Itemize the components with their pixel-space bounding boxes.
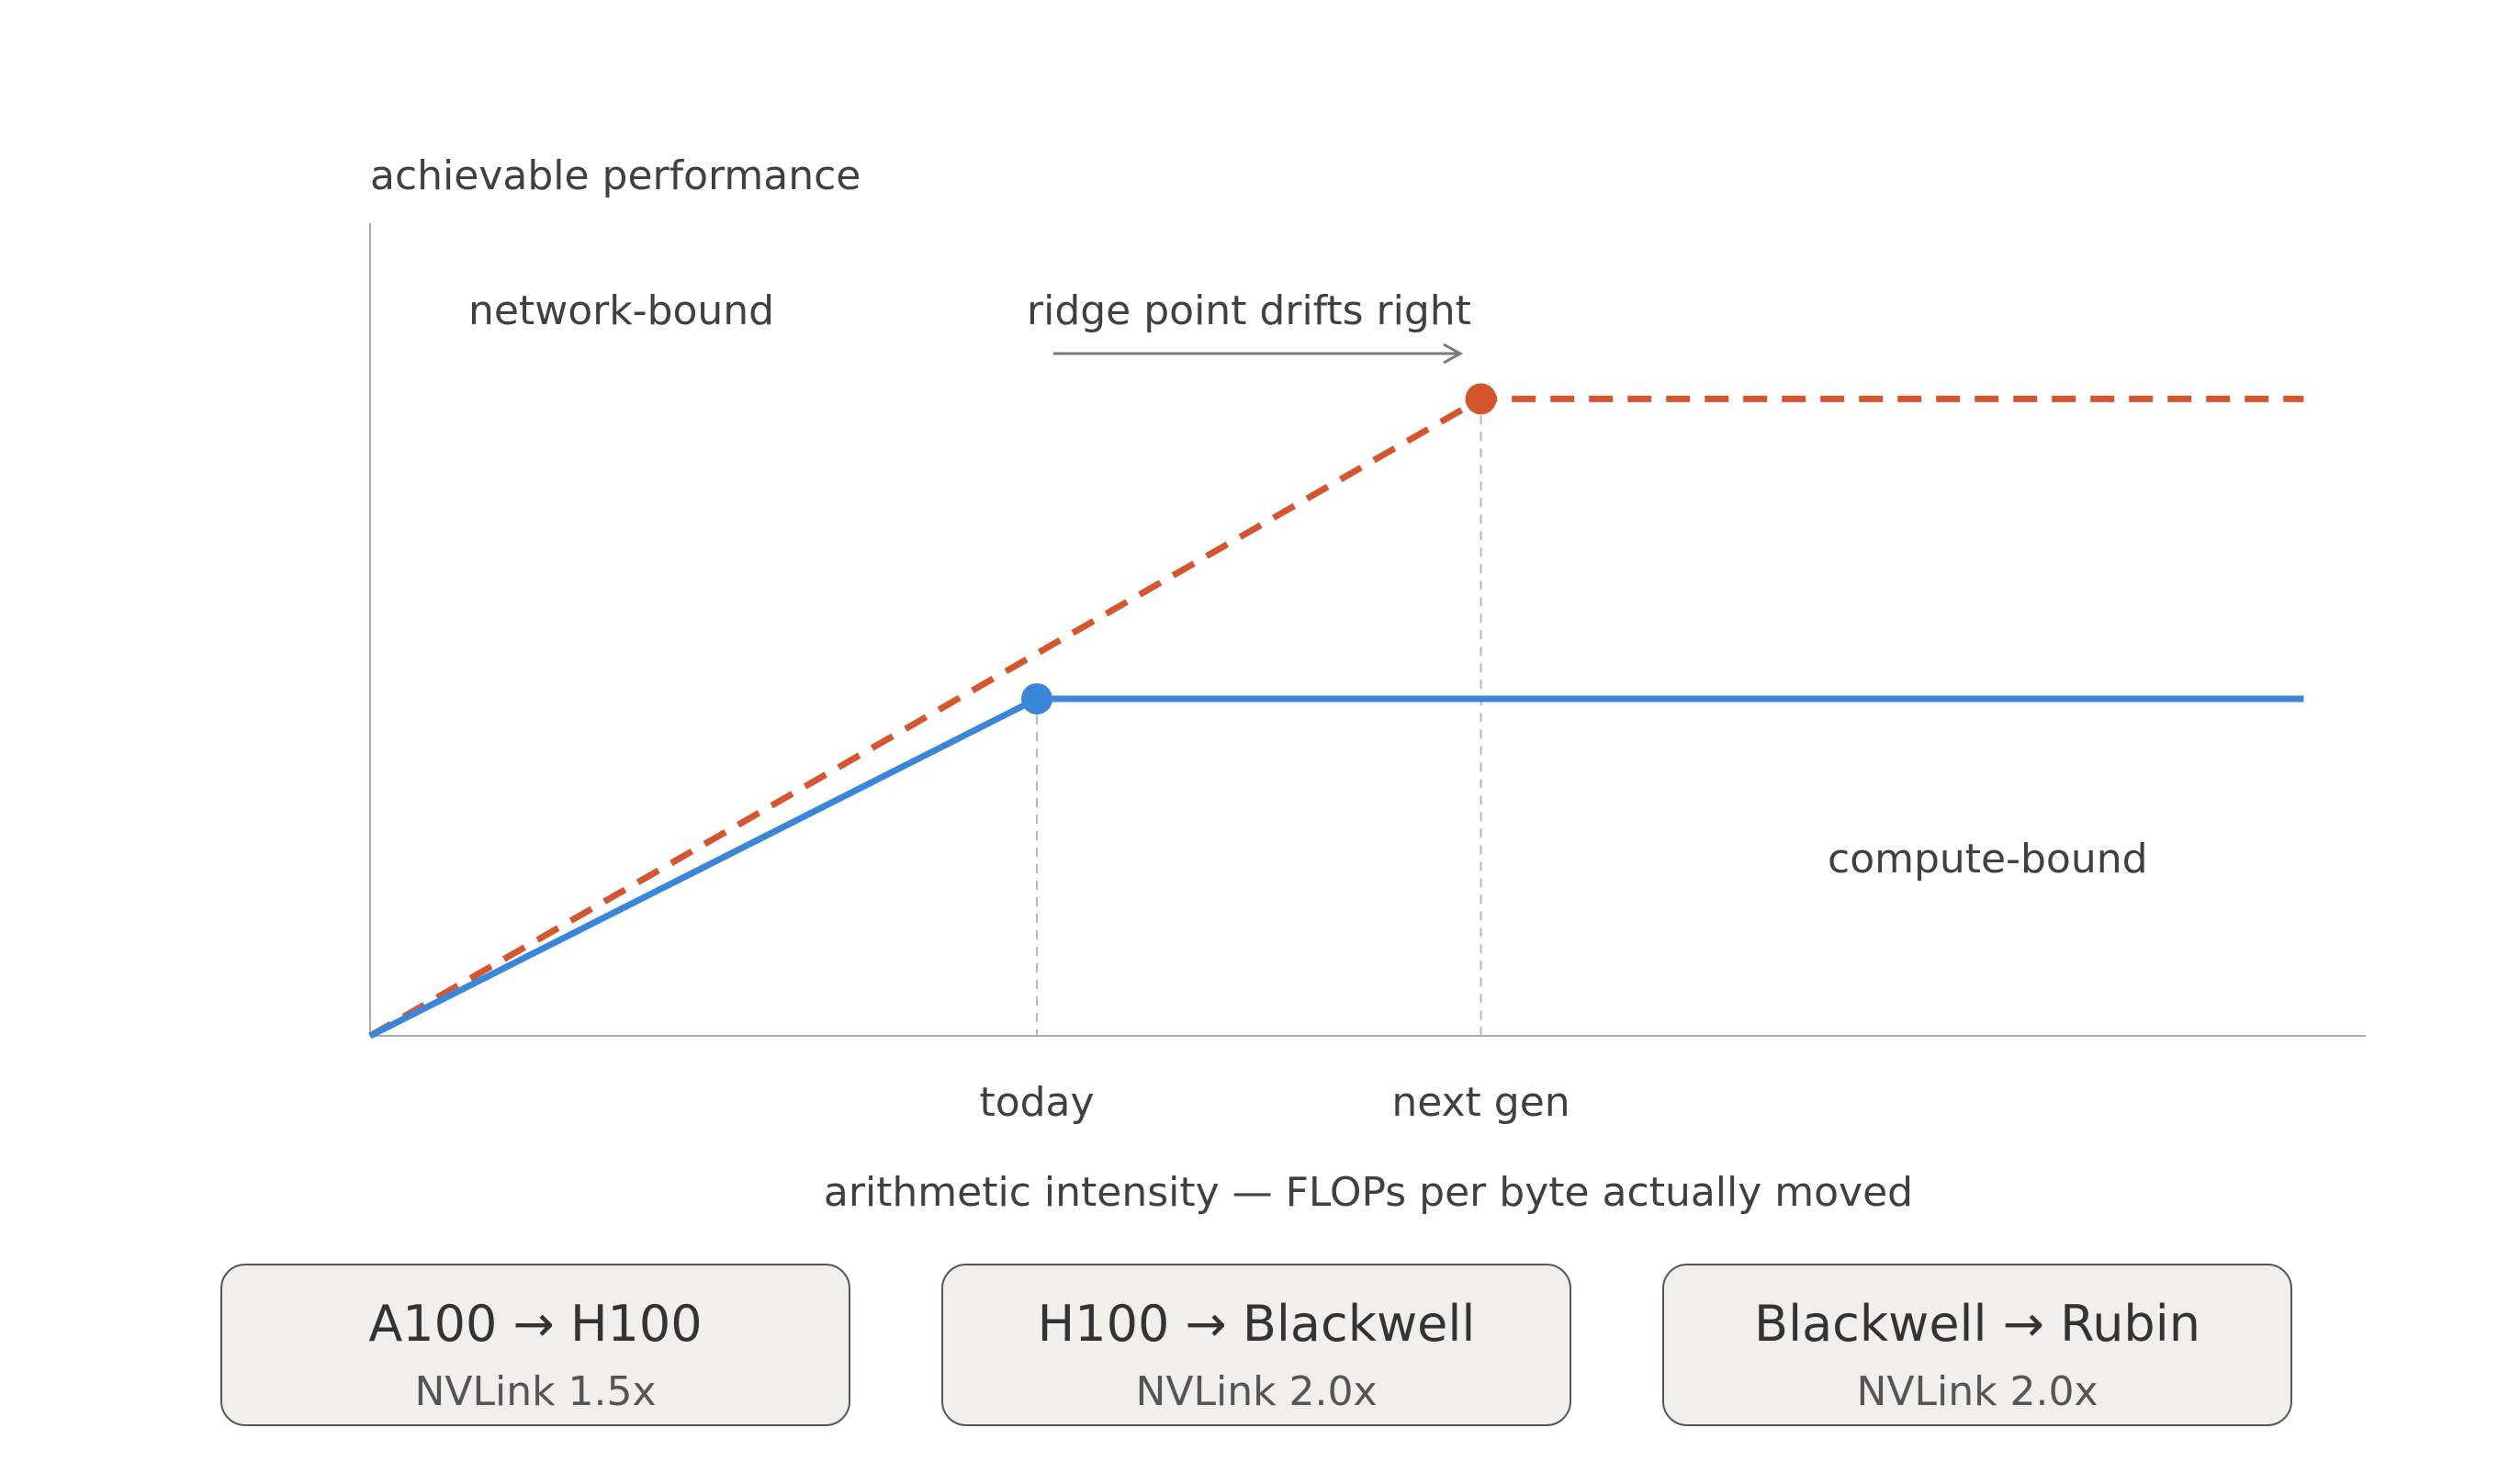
ridge-point-today bbox=[1021, 683, 1052, 714]
ridge-drift-arrow-icon bbox=[1053, 343, 1464, 365]
roofline-next-gen-dashed bbox=[368, 395, 2304, 1040]
card-title: H100 → Blackwell bbox=[1038, 1295, 1476, 1353]
network-bound-label: network-bound bbox=[468, 287, 774, 334]
compute-bound-label: compute-bound bbox=[1828, 836, 2148, 883]
x-tick-next-gen: next gen bbox=[1391, 1079, 1570, 1126]
x-tick-today: today bbox=[979, 1079, 1094, 1126]
card-h100-blackwell: H100 → Blackwell NVLink 2.0x bbox=[941, 1264, 1571, 1426]
ridge-drift-label: ridge point drifts right bbox=[1027, 287, 1471, 334]
y-axis-label: achievable performance bbox=[370, 152, 861, 199]
card-subtitle: NVLink 2.0x bbox=[1856, 1368, 2098, 1415]
card-subtitle: NVLink 1.5x bbox=[414, 1368, 656, 1415]
card-a100-h100: A100 → H100 NVLink 1.5x bbox=[220, 1264, 850, 1426]
card-title: A100 → H100 bbox=[368, 1295, 702, 1353]
card-subtitle: NVLink 2.0x bbox=[1135, 1368, 1377, 1415]
x-axis-label: arithmetic intensity — FLOPs per byte ac… bbox=[824, 1169, 1913, 1216]
card-title: Blackwell → Rubin bbox=[1754, 1295, 2200, 1353]
card-blackwell-rubin: Blackwell → Rubin NVLink 2.0x bbox=[1662, 1264, 2292, 1426]
ridge-point-next-gen bbox=[1465, 383, 1497, 415]
